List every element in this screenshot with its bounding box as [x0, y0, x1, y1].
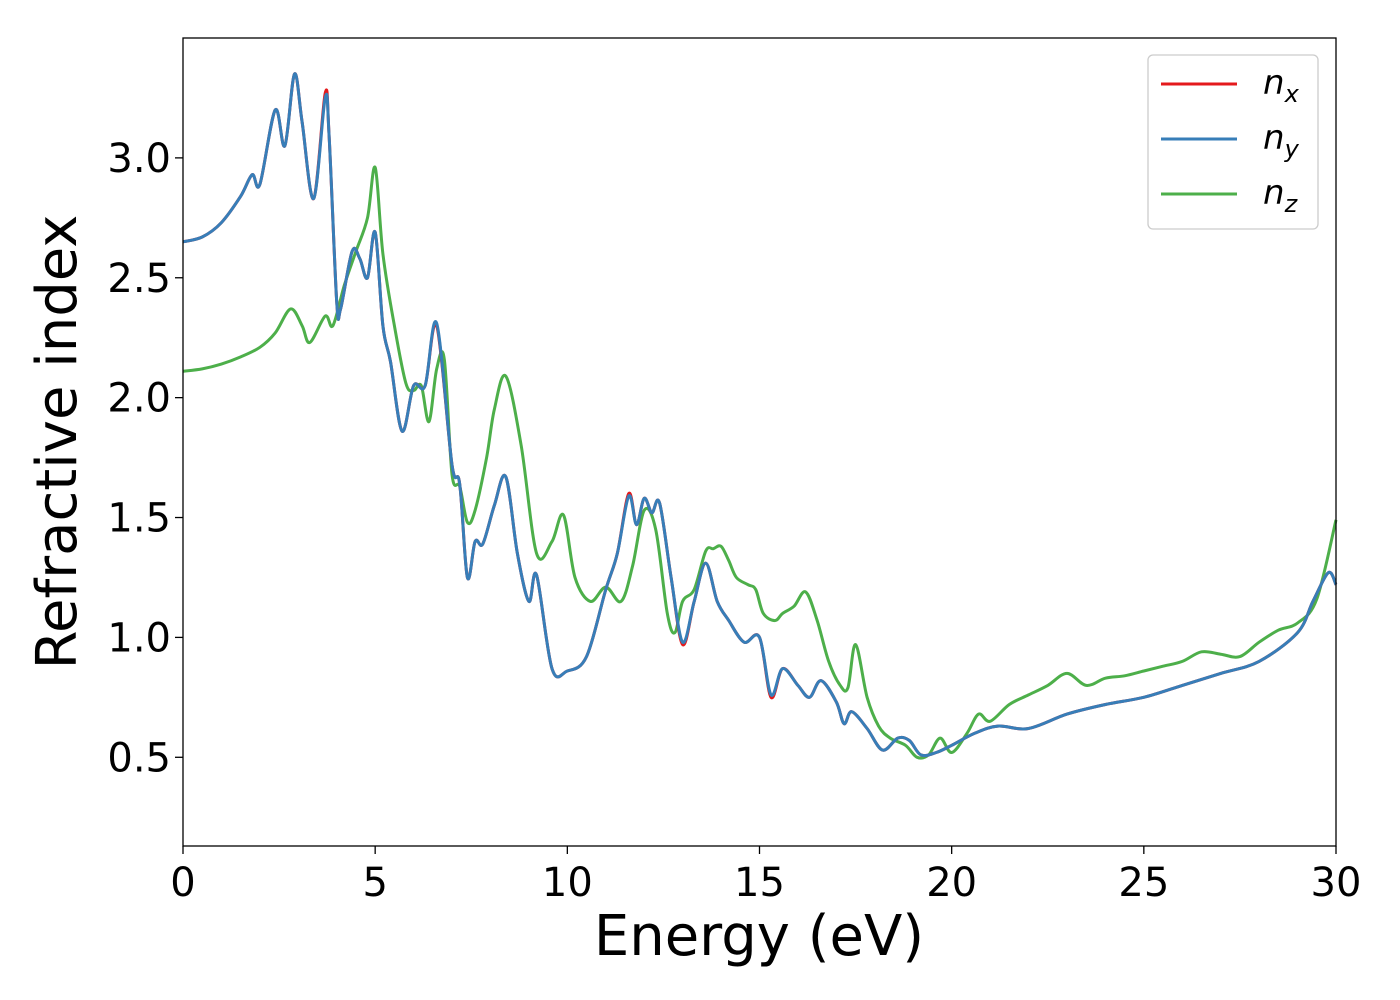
x-tick-label: 15 — [734, 860, 785, 906]
x-tick-label: 25 — [1118, 860, 1169, 906]
legend: nx ny nz — [1147, 54, 1319, 230]
y-tick-label: 3.0 — [107, 136, 171, 182]
legend-box — [1147, 54, 1319, 230]
x-tick-label: 10 — [542, 860, 593, 906]
y-tick-label: 0.5 — [107, 735, 171, 781]
y-axis: 0.5 1.0 1.5 2.0 2.5 3.0 — [107, 136, 183, 781]
series-line-n_z — [182, 165, 1338, 760]
y-tick-label: 2.5 — [107, 256, 171, 302]
legend-label-n_z: nz — [1263, 173, 1299, 218]
y-axis-label: Refractive index — [25, 215, 90, 670]
x-axis-label: Energy (eV) — [594, 904, 924, 969]
x-tick-label: 20 — [926, 860, 977, 906]
y-tick-label: 1.0 — [107, 615, 171, 661]
x-tick-label: 30 — [1311, 860, 1362, 906]
y-tick-label: 1.5 — [107, 496, 171, 542]
legend-label-n_y: ny — [1263, 118, 1300, 163]
x-axis: 0 5 10 15 20 25 30 — [170, 846, 1361, 906]
series-line-n_y — [182, 72, 1338, 758]
legend-label-n_x: nx — [1263, 63, 1300, 108]
x-tick-label: 5 — [362, 860, 387, 906]
series-layer — [182, 72, 1338, 760]
y-tick-label: 2.0 — [107, 376, 171, 422]
x-tick-label: 0 — [170, 860, 195, 906]
